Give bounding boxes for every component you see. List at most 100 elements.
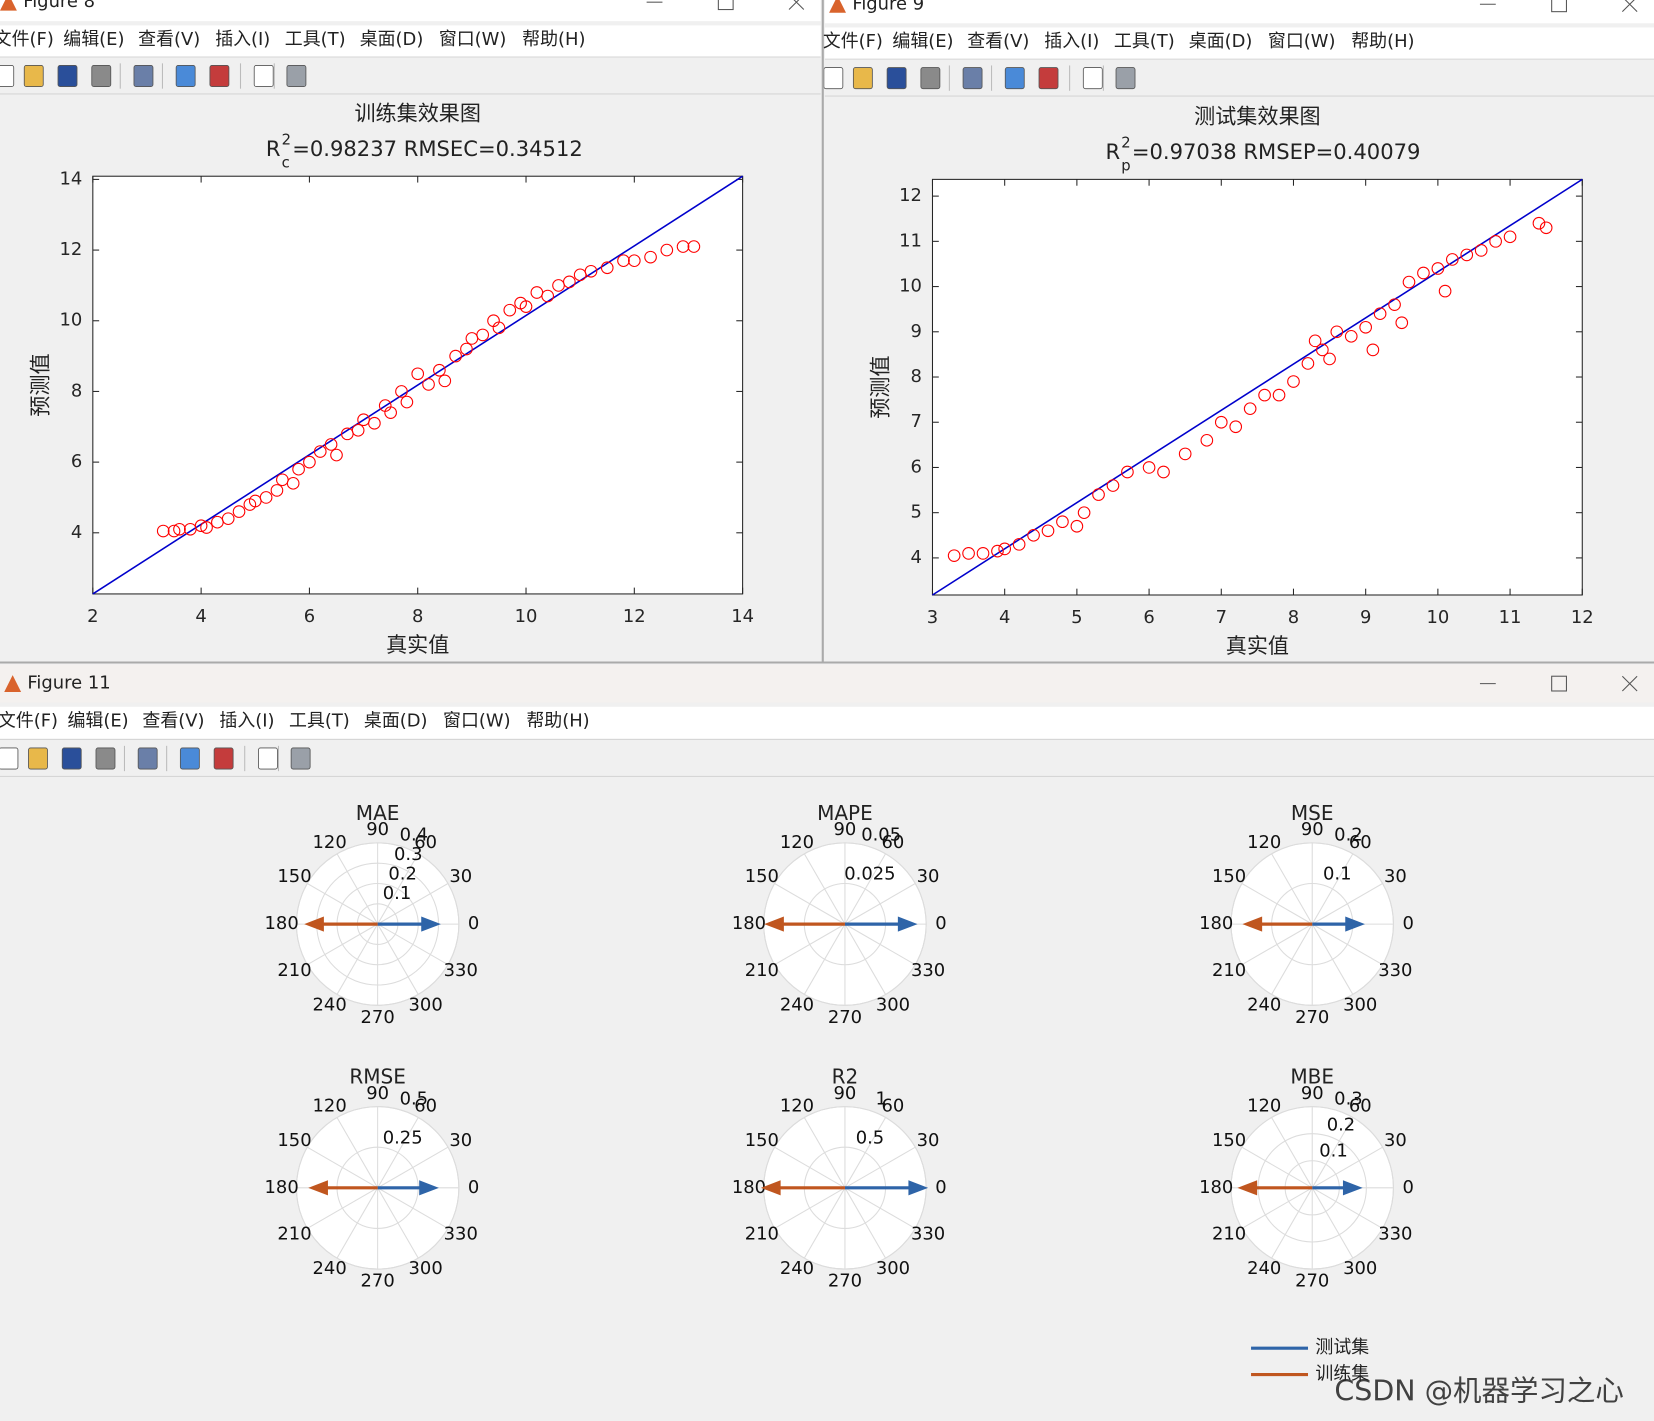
- data-point: [676, 240, 690, 253]
- toolbar-button[interactable]: [1038, 67, 1059, 90]
- toolbar-button[interactable]: [95, 747, 116, 770]
- data-point: [1243, 402, 1257, 415]
- menu-item[interactable]: 工具(T): [289, 711, 350, 732]
- menu-item[interactable]: 文件(F): [0, 29, 54, 50]
- toolbar-button[interactable]: [823, 67, 844, 90]
- subplot-title: MAPE: [817, 801, 873, 825]
- x-tick-label: 6: [304, 606, 315, 627]
- menu-item[interactable]: 编辑(E): [68, 711, 129, 732]
- toolbar-button[interactable]: [290, 747, 311, 770]
- theta-tick-label: 120: [780, 1096, 814, 1117]
- toolbar-button[interactable]: [179, 747, 200, 770]
- data-point: [1041, 524, 1055, 538]
- menu-item[interactable]: 工具(T): [1114, 31, 1175, 52]
- toolbar-button[interactable]: [286, 65, 307, 87]
- data-point: [1106, 479, 1120, 492]
- r-tick-label: 0.1: [1319, 1140, 1348, 1161]
- polar-spoke: [803, 923, 846, 995]
- menu-item[interactable]: 工具(T): [285, 29, 346, 50]
- toolbar-button[interactable]: [253, 65, 274, 87]
- data-point: [1323, 352, 1336, 366]
- menu-item[interactable]: 插入(I): [1044, 31, 1099, 52]
- toolbar-button[interactable]: [1082, 67, 1103, 90]
- maximize-button[interactable]: [1551, 0, 1567, 13]
- r-tick-label: 0.05: [861, 825, 901, 846]
- toolbar-button[interactable]: [57, 65, 78, 87]
- menu-item[interactable]: 窗口(W): [443, 711, 511, 732]
- toolbar-button[interactable]: [175, 65, 196, 87]
- data-point: [173, 522, 186, 536]
- data-point: [1330, 325, 1344, 339]
- menu-item[interactable]: 编辑(E): [63, 29, 124, 50]
- data-point: [1178, 447, 1192, 461]
- data-point: [1344, 329, 1358, 343]
- theta-tick-label: 240: [313, 1258, 347, 1279]
- menu-item[interactable]: 帮助(H): [526, 711, 589, 732]
- menu-item[interactable]: 查看(V): [138, 29, 200, 50]
- compass-arrow: [844, 916, 918, 932]
- menu-item[interactable]: 桌面(D): [360, 29, 424, 50]
- menu-item[interactable]: 文件(F): [823, 31, 883, 52]
- toolbar-button[interactable]: [133, 65, 154, 87]
- menu-item[interactable]: 查看(V): [142, 711, 204, 732]
- toolbar-button[interactable]: [0, 747, 19, 770]
- theta-tick-label: 60: [414, 1096, 437, 1117]
- data-point: [1027, 528, 1040, 542]
- maximize-button[interactable]: [717, 0, 734, 11]
- app-icon: [829, 0, 846, 13]
- menu-item[interactable]: 插入(I): [215, 29, 270, 50]
- menu-item[interactable]: 桌面(D): [364, 711, 428, 732]
- theta-tick-label: 300: [409, 994, 443, 1015]
- toolbar-button[interactable]: [258, 747, 278, 770]
- menu-item[interactable]: 插入(I): [219, 711, 274, 732]
- close-button[interactable]: [1621, 675, 1638, 692]
- menu-item[interactable]: 桌面(D): [1189, 31, 1253, 52]
- close-button[interactable]: [788, 0, 805, 10]
- data-point: [330, 448, 343, 462]
- theta-tick-label: 90: [1301, 819, 1324, 840]
- toolbar-button[interactable]: [1115, 67, 1136, 90]
- polar-spoke: [844, 883, 916, 925]
- theta-tick-label: 0: [935, 1177, 946, 1198]
- x-tick-label: 3: [927, 607, 938, 628]
- close-button[interactable]: [1621, 0, 1638, 13]
- toolbar-button[interactable]: [962, 67, 983, 90]
- toolbar-button[interactable]: [209, 65, 230, 87]
- theta-tick-label: 150: [277, 1130, 311, 1151]
- toolbar-button[interactable]: [23, 65, 44, 87]
- toolbar-button[interactable]: [61, 747, 82, 770]
- menu-item[interactable]: 窗口(W): [439, 29, 507, 50]
- toolbar-button[interactable]: [213, 747, 234, 770]
- polar-spoke: [336, 1187, 379, 1259]
- toolbar-button[interactable]: [1004, 67, 1025, 90]
- data-point: [1539, 221, 1553, 235]
- theta-tick-label: 180: [265, 1177, 299, 1198]
- toolbar-button[interactable]: [137, 747, 158, 770]
- chart-title: 训练集效果图: [354, 101, 480, 126]
- y-tick-label: 14: [59, 168, 82, 189]
- maximize-button[interactable]: [1551, 675, 1567, 692]
- toolbar-button[interactable]: [886, 67, 907, 90]
- theta-tick-label: 300: [409, 1258, 443, 1279]
- theta-tick-label: 0: [468, 1177, 479, 1198]
- menu-item[interactable]: 窗口(W): [1268, 31, 1336, 52]
- toolbar-button[interactable]: [0, 65, 15, 87]
- toolbar-button[interactable]: [852, 67, 873, 90]
- menu-item[interactable]: 帮助(H): [1351, 31, 1414, 52]
- toolbar-button[interactable]: [91, 65, 112, 87]
- theta-tick-label: 60: [882, 832, 905, 853]
- toolbar-button[interactable]: [28, 747, 48, 770]
- menu-item[interactable]: 文件(F): [0, 711, 58, 732]
- menu-item[interactable]: 查看(V): [967, 31, 1029, 52]
- subplot-title: RMSE: [349, 1065, 406, 1089]
- menu-item[interactable]: 帮助(H): [522, 29, 585, 50]
- polar-spoke: [1311, 1187, 1354, 1259]
- menu-item[interactable]: 编辑(E): [892, 31, 953, 52]
- theta-tick-label: 150: [1212, 866, 1246, 887]
- y-axis-label: 预测值: [867, 356, 892, 419]
- toolbar-button[interactable]: [920, 67, 941, 90]
- theta-tick-label: 180: [732, 913, 766, 934]
- x-tick-label: 4: [195, 606, 206, 627]
- theta-tick-label: 120: [313, 832, 347, 853]
- polar-spoke: [307, 883, 378, 925]
